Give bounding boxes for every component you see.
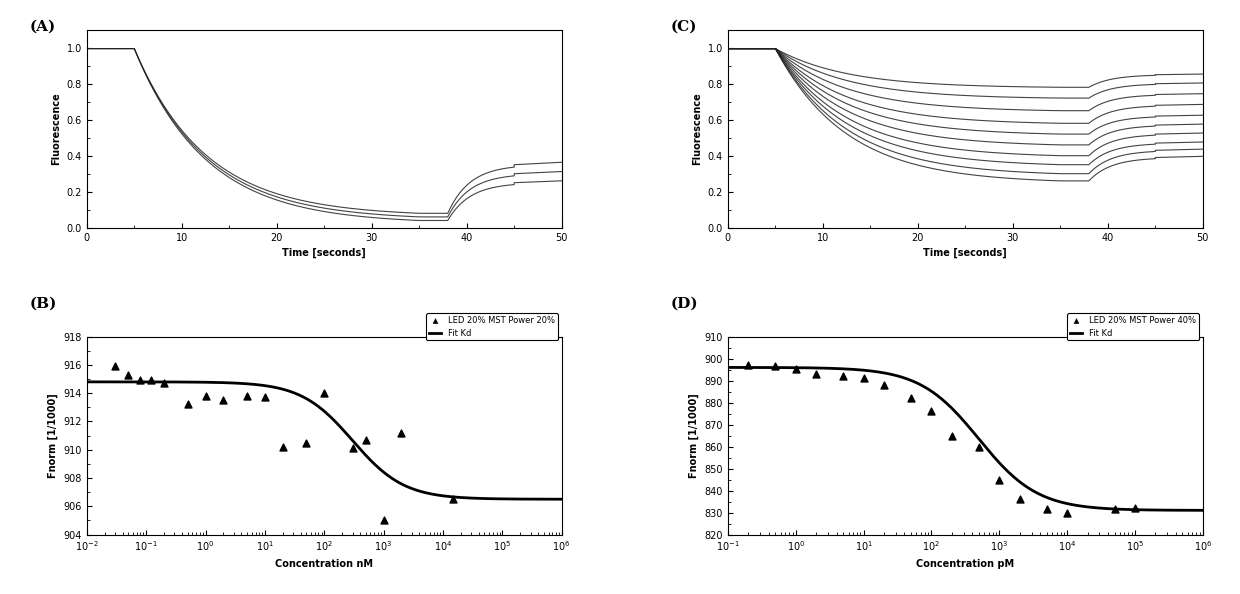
Point (342, 444, 362, 453)
Point (942, 431, 962, 440)
Point (990, 475, 1009, 484)
Point (874, 380, 894, 390)
Point (141, 375, 161, 385)
Text: (C): (C) (671, 20, 697, 34)
Point (392, 428, 412, 438)
Point (833, 371, 853, 381)
Text: (A): (A) (30, 20, 56, 34)
Point (314, 388, 334, 398)
Point (273, 442, 293, 451)
Point (356, 435, 376, 444)
X-axis label: Time [seconds]: Time [seconds] (924, 248, 1007, 258)
Point (154, 378, 174, 388)
Point (196, 391, 216, 401)
Point (130, 375, 150, 385)
Point (738, 361, 758, 370)
Point (786, 364, 806, 373)
Point (444, 494, 464, 504)
Legend: LED 20% MST Power 40%, Fit Kd: LED 20% MST Power 40%, Fit Kd (1068, 313, 1199, 340)
Text: (D): (D) (671, 297, 698, 311)
Y-axis label: Fnorm [1/1000]: Fnorm [1/1000] (688, 393, 699, 478)
X-axis label: Concentration nM: Concentration nM (275, 559, 373, 569)
Point (118, 370, 138, 380)
Point (806, 369, 826, 379)
Point (105, 362, 125, 371)
Point (237, 391, 257, 401)
Point (968, 442, 988, 451)
Point (255, 393, 275, 402)
Point (1058, 508, 1078, 517)
Point (765, 362, 785, 371)
Point (921, 407, 941, 416)
Point (1009, 495, 1029, 504)
Point (1105, 504, 1125, 514)
Point (1037, 504, 1056, 514)
Legend: LED 20% MST Power 20%, Fit Kd: LED 20% MST Power 20%, Fit Kd (427, 313, 558, 340)
Point (901, 393, 921, 403)
Y-axis label: Fluorescence: Fluorescence (51, 92, 61, 165)
Text: (B): (B) (30, 297, 57, 311)
Y-axis label: Fluorescence: Fluorescence (692, 92, 702, 165)
X-axis label: Time [seconds]: Time [seconds] (283, 248, 366, 258)
X-axis label: Concentration pM: Concentration pM (916, 559, 1014, 569)
Point (177, 400, 197, 409)
Point (373, 516, 393, 525)
Point (853, 374, 873, 383)
Point (296, 438, 316, 447)
Point (1125, 504, 1145, 513)
Point (213, 396, 233, 405)
Y-axis label: Fnorm [1/1000]: Fnorm [1/1000] (47, 393, 58, 478)
